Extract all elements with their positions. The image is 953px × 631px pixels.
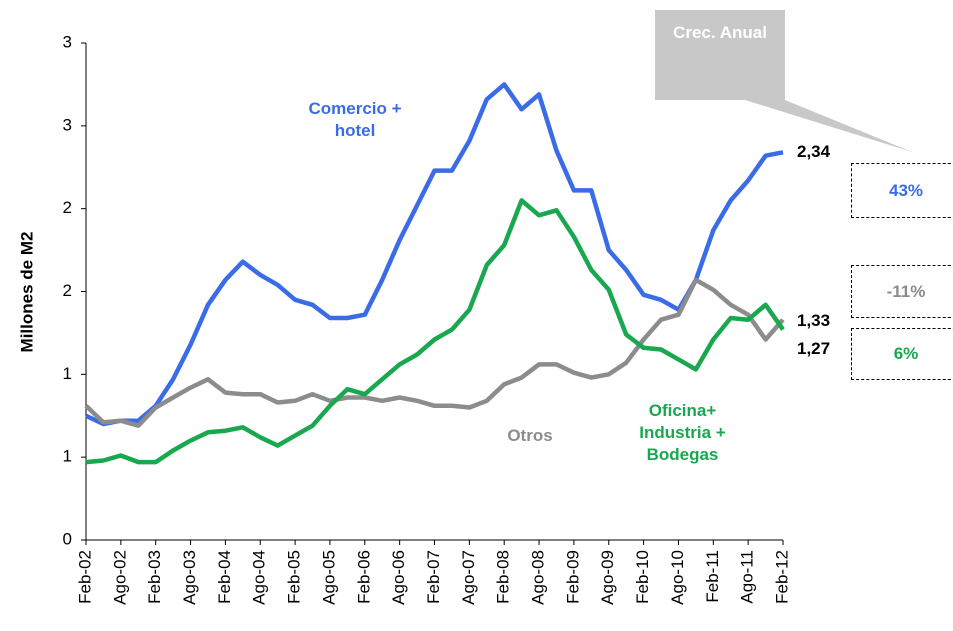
x-tick-label: Feb-07 [424, 550, 443, 604]
x-tick-label: Feb-04 [215, 550, 234, 604]
series-label: Comercio + hotel [308, 99, 402, 140]
y-tick-label: 2 [63, 281, 72, 300]
x-tick-label: Ago-07 [459, 550, 478, 605]
series-label: Otros [507, 426, 553, 445]
y-axis-label: Millones de M2 [17, 232, 36, 353]
series-line [85, 198, 785, 465]
x-tick-label: Ago-02 [110, 550, 129, 605]
growth-box: -11% [851, 265, 953, 318]
y-tick-label: 1 [63, 364, 72, 383]
x-tick-label: Feb-08 [494, 550, 513, 604]
x-tick-label: Ago-09 [598, 550, 617, 605]
x-tick-label: Ago-10 [668, 550, 687, 605]
callout-box [655, 10, 785, 100]
growth-box: 6% [851, 328, 953, 380]
y-tick-label: 1 [63, 447, 72, 466]
x-tick-label: Ago-11 [738, 550, 757, 604]
value-label: 2,34 [797, 142, 831, 161]
callout-pointer [745, 100, 912, 152]
y-tick-label: 3 [63, 32, 72, 51]
value-label: 1,27 [797, 339, 830, 358]
x-tick-label: Feb-11 [703, 550, 722, 603]
x-tick-label: Feb-09 [563, 550, 582, 604]
x-tick-label: Ago-06 [389, 550, 408, 605]
x-tick-label: Feb-03 [145, 550, 164, 604]
series-line [85, 82, 784, 427]
series-label: Oficina+ Industria + Bodegas [639, 401, 726, 464]
x-tick-label: Feb-02 [75, 550, 94, 604]
callout-title: Crec. Anual [673, 23, 767, 42]
x-tick-label: Feb-10 [633, 550, 652, 604]
value-label: 1,33 [797, 311, 830, 330]
x-tick-label: Ago-04 [250, 550, 269, 605]
x-tick-label: Feb-06 [354, 550, 373, 604]
y-tick-label: 3 [63, 115, 72, 134]
x-tick-label: Feb-12 [772, 550, 791, 604]
y-tick-label: 2 [63, 198, 72, 217]
x-tick-label: Feb-05 [285, 550, 304, 604]
growth-box: 43% [851, 163, 953, 218]
x-tick-label: Ago-08 [529, 550, 548, 605]
series-line [84, 277, 785, 428]
y-tick-label: 0 [63, 529, 72, 548]
x-tick-label: Ago-03 [180, 550, 199, 605]
x-tick-label: Ago-05 [319, 550, 338, 605]
